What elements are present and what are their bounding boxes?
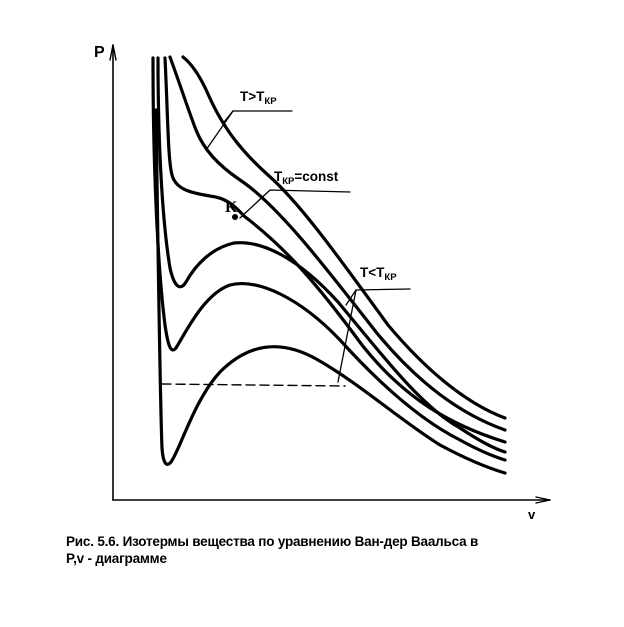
x-axis-label: v xyxy=(528,507,536,522)
leader-critical xyxy=(239,189,351,219)
isotherm-1 xyxy=(181,55,507,420)
isotherm-2 xyxy=(168,55,507,432)
leader-above-2 xyxy=(223,110,234,123)
y-axis-arrow xyxy=(109,44,117,61)
leader-below-1 xyxy=(337,288,411,383)
isotherm-3-critical xyxy=(163,56,507,444)
label-below-base: T<T xyxy=(360,265,385,280)
figure-caption: Рис. 5.6. Изотермы вещества по уравнению… xyxy=(66,533,566,567)
leader-below-2 xyxy=(345,289,357,306)
saturation-line xyxy=(161,383,346,387)
isotherm-6 xyxy=(154,108,507,475)
label-above-critical: T>TКР xyxy=(240,89,277,107)
label-below-critical: T<TКР xyxy=(360,265,397,283)
critical-point-label: K xyxy=(225,199,238,216)
label-critical: TКР=const xyxy=(274,169,339,187)
label-critical-sub: КР xyxy=(282,176,295,187)
caption-line-1: Рис. 5.6. Изотермы вещества по уравнению… xyxy=(66,534,479,549)
x-axis-arrow xyxy=(535,496,551,504)
caption-line-2: P,v - диаграмме xyxy=(66,551,167,566)
label-above-base: T>T xyxy=(240,89,265,104)
label-critical-suffix: =const xyxy=(294,169,338,184)
critical-point xyxy=(232,214,238,220)
label-below-sub: КР xyxy=(384,272,397,283)
isotherm-4 xyxy=(156,56,507,454)
y-axis-label: P xyxy=(94,44,105,61)
label-above-sub: КР xyxy=(264,96,277,107)
label-critical-base: T xyxy=(274,169,283,184)
